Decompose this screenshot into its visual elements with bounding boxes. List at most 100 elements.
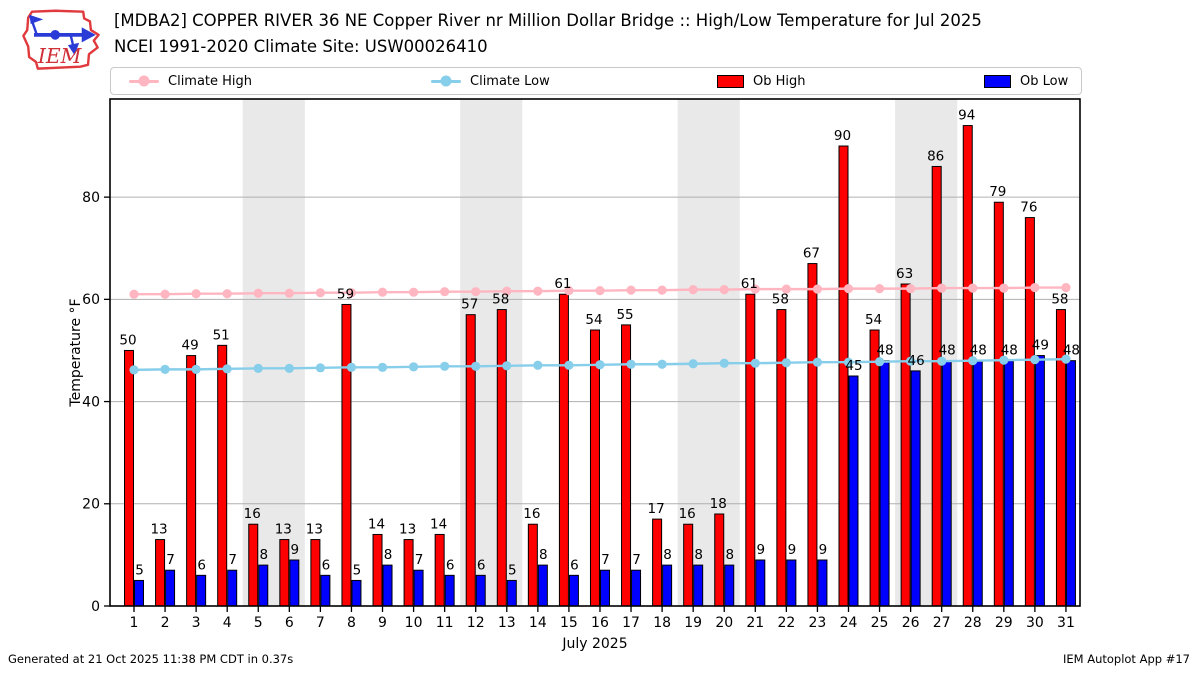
ob-high-value-label: 58 (772, 292, 789, 308)
ob-high-bar (434, 533, 445, 607)
ob-low-value-label: 5 (135, 562, 144, 578)
x-tick-label: 18 (653, 615, 671, 631)
ob-high-bar (372, 533, 383, 607)
ob-high-bar (186, 355, 197, 607)
climate-low-marker (253, 363, 263, 373)
legend-label: Climate High (168, 73, 253, 89)
ob-high-value-label: 57 (461, 297, 478, 313)
climate-low-marker (937, 356, 947, 366)
weathervane-icon (28, 14, 96, 56)
iowa-outline-icon (22, 9, 100, 70)
climate-high-marker (471, 287, 481, 297)
ob-low-value-label: 8 (539, 547, 548, 563)
ob-high-value-label: 18 (710, 496, 727, 512)
x-tick-label: 2 (161, 615, 170, 631)
x-tick-label: 11 (436, 615, 454, 631)
climate-low-marker (222, 364, 232, 374)
ob-low-bar (879, 360, 890, 607)
ob-low-value-label: 6 (477, 557, 486, 573)
x-tick-label: 25 (871, 615, 889, 631)
ob-low-bar (755, 559, 766, 607)
ob-low-bar (910, 370, 921, 607)
ob-low-value-label: 7 (601, 552, 610, 568)
climate-low-marker (533, 360, 543, 370)
climate-high-marker (440, 287, 450, 297)
climate-low-marker (471, 361, 481, 371)
ob-low-value-label: 6 (322, 557, 331, 573)
ob-low-bar (475, 574, 486, 607)
x-tick-label: 16 (591, 615, 609, 631)
y-axis-label: Temperature °F (68, 298, 84, 407)
x-tick-label: 4 (223, 615, 232, 631)
ob-high-bar (962, 125, 973, 607)
ob-high-value-label: 67 (803, 246, 820, 262)
x-tick-label: 1 (130, 615, 139, 631)
legend-label: Ob High (753, 73, 806, 89)
ob-low-bar (165, 569, 176, 607)
x-tick-label: 19 (684, 615, 702, 631)
ob-high-value-label: 14 (430, 516, 447, 532)
ob-low-value-label: 7 (166, 552, 175, 568)
climate-high-marker (688, 285, 698, 295)
ob-high-bar (745, 293, 756, 607)
ob-low-bar (382, 564, 393, 607)
legend-item-climate-high: Climate High (129, 68, 252, 94)
ob-low-bar (1065, 360, 1076, 607)
y-tick-label: 60 (82, 292, 100, 308)
ob-low-bar (506, 579, 517, 607)
ob-low-bar (848, 375, 859, 607)
climate-high-marker (1030, 282, 1040, 293)
ob-low-bar (1003, 360, 1014, 607)
ob-low-value-label: 9 (788, 542, 797, 558)
x-tick-label: 9 (378, 615, 387, 631)
ob-high-bar (155, 539, 166, 607)
ob-low-bar (258, 564, 269, 607)
ob-high-bar (993, 201, 1004, 607)
ob-high-value-label: 13 (306, 522, 323, 538)
ob-high-value-label: 58 (1051, 292, 1068, 308)
ob-low-value-label: 48 (939, 343, 956, 359)
ob-high-bar (279, 539, 290, 607)
x-tick-label: 20 (715, 615, 733, 631)
climate-high-marker (315, 288, 325, 298)
ob-high-value-label: 94 (958, 108, 975, 124)
iem-logo: IEM (12, 4, 110, 86)
ob-high-value-label: 61 (554, 276, 571, 292)
ob-high-value-label: 54 (585, 312, 602, 328)
ob-high-value-label: 14 (368, 516, 385, 532)
climate-low-marker (688, 359, 698, 369)
climate-high-marker (377, 287, 388, 297)
ob-high-bar (776, 309, 787, 607)
ob-high-bar (652, 518, 663, 607)
climate-low-marker (595, 360, 605, 370)
climate-low-marker (564, 360, 574, 370)
ob-low-value-label: 48 (876, 343, 893, 359)
ob-low-value-label: 6 (197, 557, 206, 573)
x-tick-label: 17 (622, 615, 640, 631)
iem-logo-text: IEM (37, 44, 83, 68)
climate-low-marker (315, 363, 325, 373)
climate-low-marker (129, 365, 139, 375)
ob-low-bar (786, 559, 797, 607)
climate-high-marker (626, 285, 636, 295)
ob-high-value-label: 16 (244, 506, 261, 522)
climate-high-marker (781, 284, 791, 294)
ob-high-value-label: 59 (337, 286, 354, 302)
weekend-band (677, 99, 740, 606)
ob-high-bar (714, 513, 725, 607)
legend-item-climate-low: Climate Low (431, 68, 550, 94)
y-tick-label: 40 (82, 394, 100, 410)
title-line-1: [MDBA2] COPPER RIVER 36 NE Copper River … (114, 11, 982, 30)
app-credit-text: IEM Autoplot App #17 (1062, 652, 1190, 666)
climate-low-marker (719, 358, 729, 368)
legend-item-ob-high: Ob High (717, 68, 806, 94)
ob-low-value-label: 8 (725, 547, 734, 563)
climate-low-marker (843, 357, 854, 367)
ob-high-value-label: 54 (865, 312, 882, 328)
ob-low-value-label: 48 (1063, 343, 1080, 359)
ob-low-bar (196, 574, 207, 607)
climate-low-marker (160, 364, 170, 374)
ob-high-bar (465, 314, 476, 607)
x-axis-label: July 2025 (561, 636, 627, 652)
climate-high-marker (502, 286, 512, 296)
